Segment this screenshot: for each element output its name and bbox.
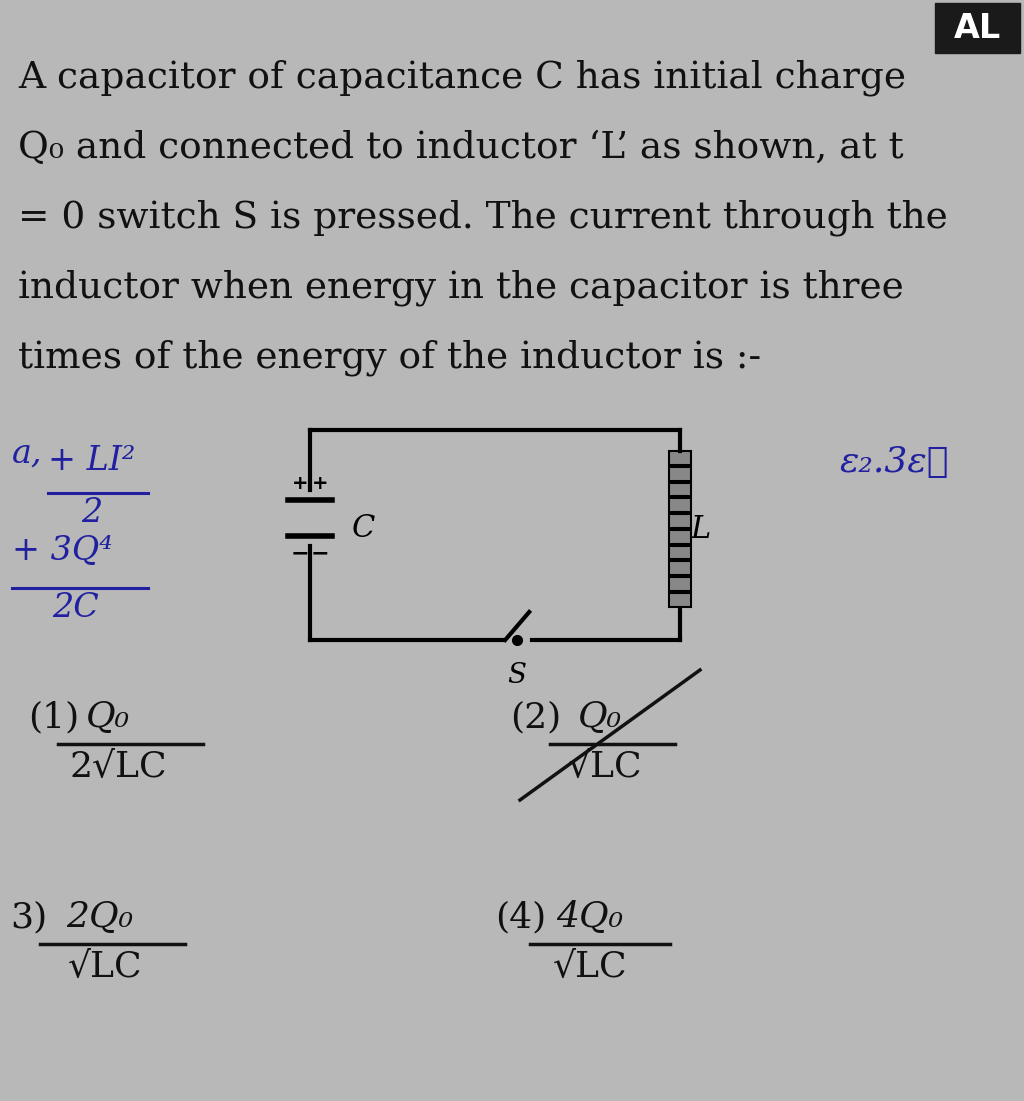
Text: + 3Q⁴: + 3Q⁴ — [12, 535, 113, 567]
Bar — [669, 545, 691, 559]
Text: −: − — [310, 543, 330, 564]
Bar — [669, 577, 691, 591]
Text: times of the energy of the inductor is :-: times of the energy of the inductor is :… — [18, 340, 761, 377]
Bar — [669, 482, 691, 497]
Text: +: + — [292, 473, 308, 493]
Bar — [669, 562, 691, 575]
Text: A capacitor of capacitance C has initial charge: A capacitor of capacitance C has initial… — [18, 59, 906, 97]
Bar — [669, 499, 691, 512]
Text: ε₂.3εℓ: ε₂.3εℓ — [840, 445, 949, 479]
Bar — [669, 467, 691, 481]
Text: Q₀ and connected to inductor ‘L’ as shown, at t: Q₀ and connected to inductor ‘L’ as show… — [18, 130, 903, 166]
Text: AL: AL — [953, 11, 1000, 44]
Bar — [935, 3, 1020, 53]
Text: 4Q₀: 4Q₀ — [556, 900, 624, 934]
Bar — [669, 530, 691, 544]
Text: −: − — [291, 543, 309, 564]
Text: 2C: 2C — [51, 592, 98, 624]
Text: √LC: √LC — [567, 750, 642, 784]
Text: 3): 3) — [10, 900, 47, 934]
Text: √LC: √LC — [68, 950, 142, 984]
Text: √LC: √LC — [553, 950, 628, 984]
Text: 2√LC: 2√LC — [70, 750, 167, 784]
Text: (1): (1) — [28, 700, 79, 734]
Text: L: L — [690, 514, 711, 545]
Text: a,: a, — [12, 438, 43, 470]
Text: +: + — [311, 473, 329, 493]
Text: 2: 2 — [81, 497, 102, 528]
Text: + LI²: + LI² — [48, 445, 135, 477]
Bar — [669, 451, 691, 465]
Text: C: C — [352, 513, 376, 544]
Bar — [669, 514, 691, 527]
Text: (4): (4) — [495, 900, 546, 934]
Bar — [669, 592, 691, 607]
Text: S: S — [508, 662, 526, 689]
Text: Q₀: Q₀ — [578, 700, 622, 734]
Text: inductor when energy in the capacitor is three: inductor when energy in the capacitor is… — [18, 270, 904, 306]
Text: = 0 switch S is pressed. The current through the: = 0 switch S is pressed. The current thr… — [18, 200, 948, 237]
Text: Q₀: Q₀ — [86, 700, 130, 734]
Text: 2Q₀: 2Q₀ — [67, 900, 133, 934]
Text: (2): (2) — [510, 700, 561, 734]
